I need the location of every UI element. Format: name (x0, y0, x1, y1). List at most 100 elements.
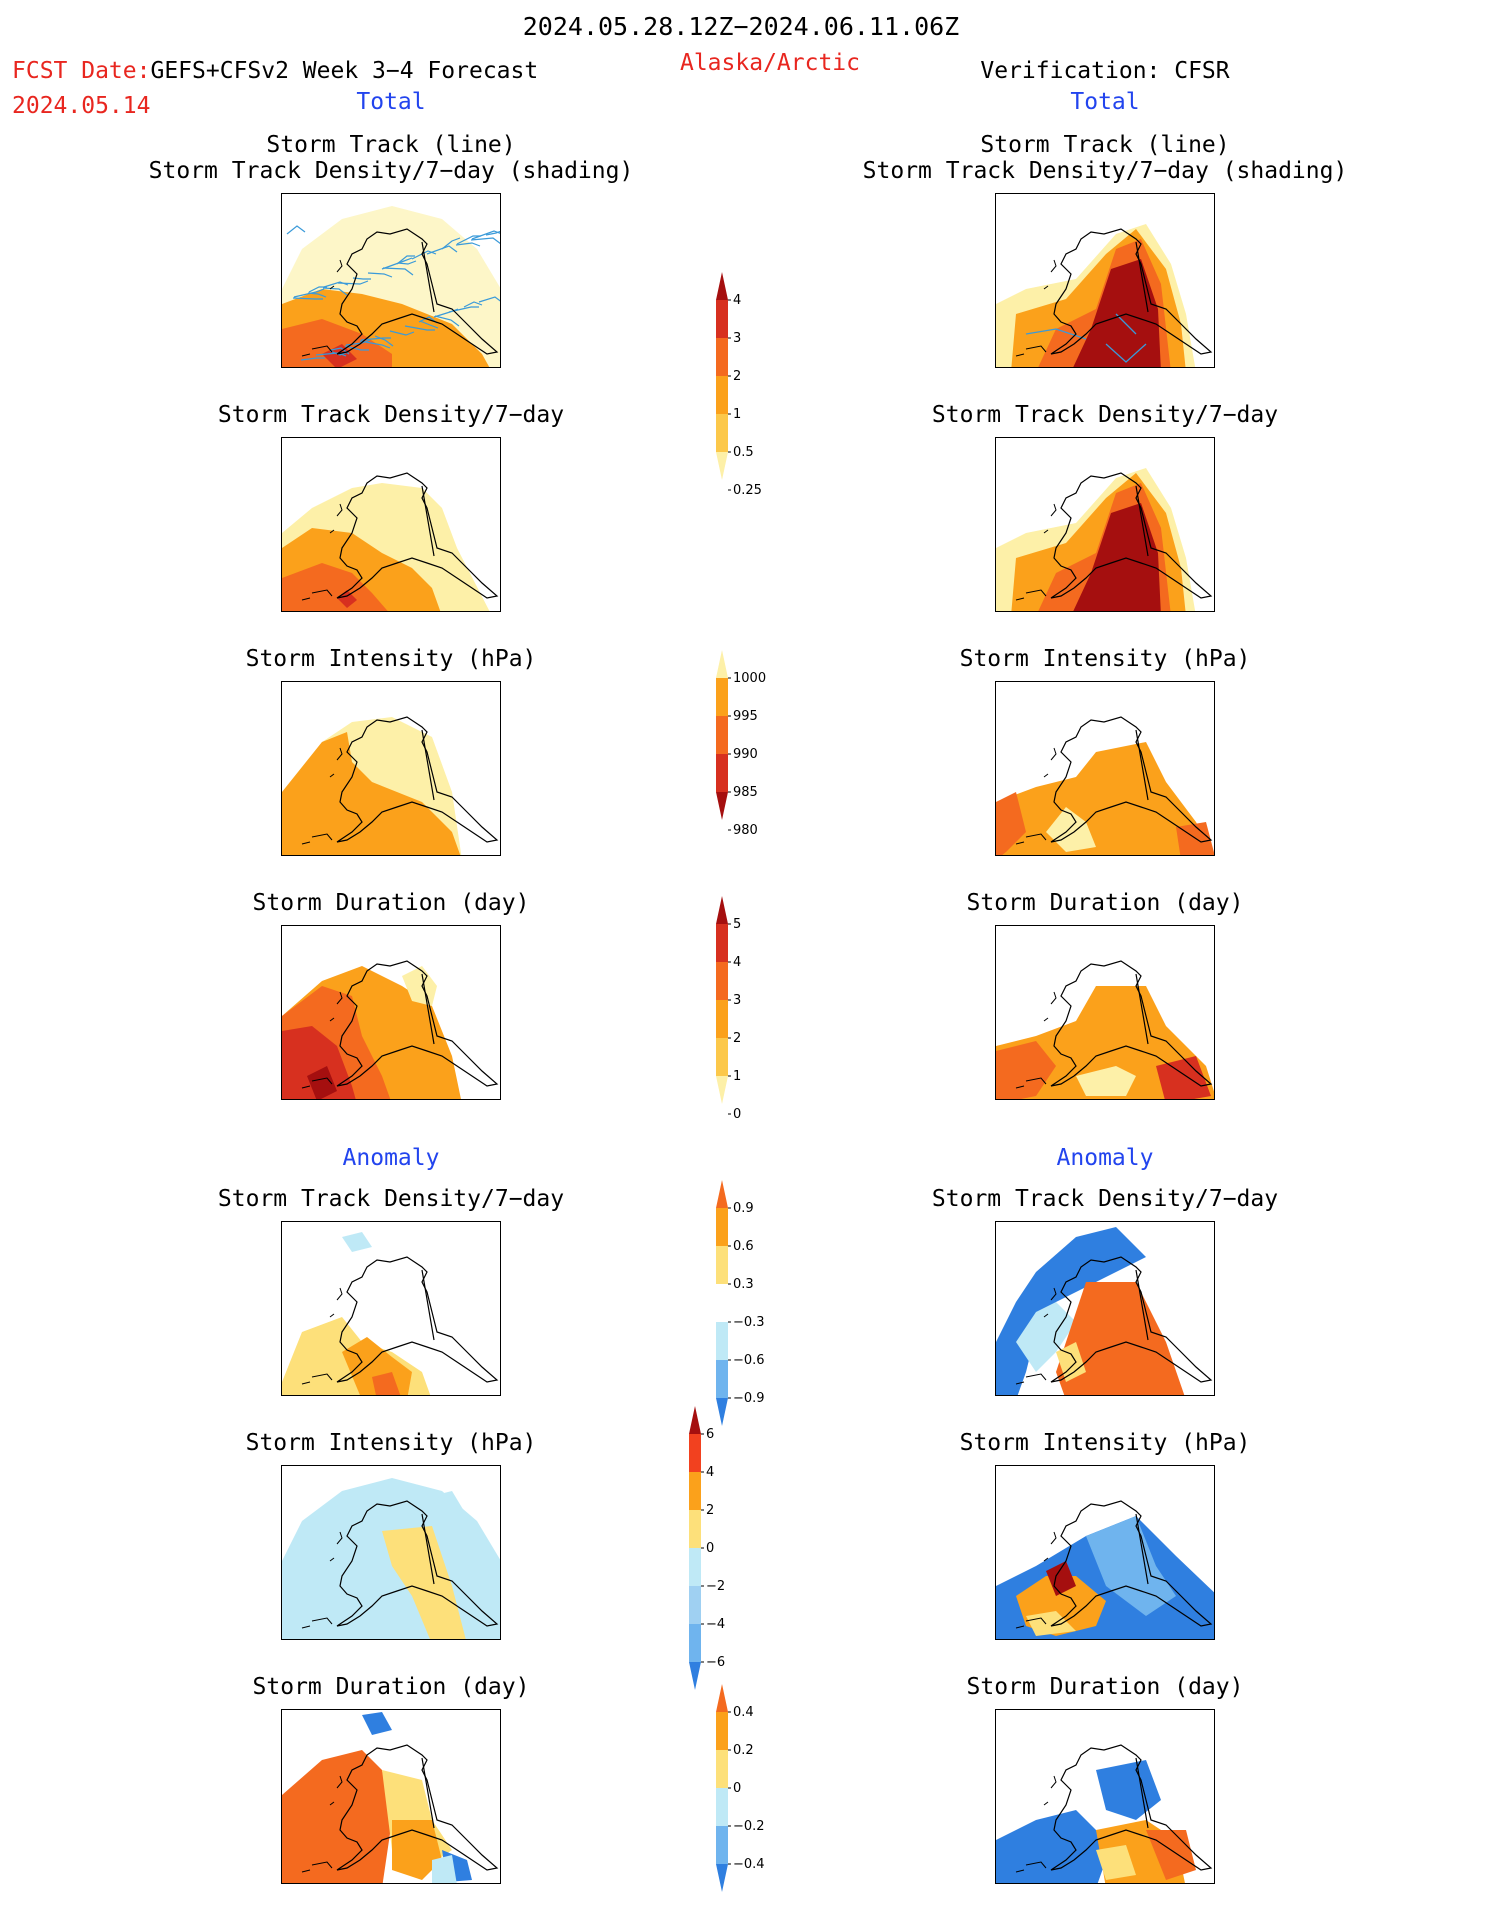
title-track-line-right: Storm Track (line) (980, 132, 1230, 158)
colorbar-segment (716, 1750, 728, 1788)
alaska-coastline (1050, 472, 1213, 599)
anomaly-blue (996, 1810, 1106, 1883)
colorbar-label: 0.25 (733, 483, 762, 498)
storm-track-line (441, 237, 461, 250)
colorbar-duration-anom: 0.4 0.2 0 −0.2 −0.4 (716, 1684, 765, 1892)
anomaly-dark-orange (282, 1750, 392, 1883)
us-canada-border (1135, 1513, 1149, 1585)
anomaly-light-blue (342, 1232, 372, 1252)
russia-coast (329, 1531, 343, 1562)
map-density-forecast-svg (282, 450, 500, 611)
colorbar-label: 3 (733, 993, 741, 1008)
colorbar-label: 0.2 (733, 1743, 754, 1758)
aleutian-islands (1015, 1861, 1047, 1873)
russia-coast (1043, 1287, 1057, 1318)
density-dark-red (1073, 503, 1161, 611)
colorbar-duration: 5 4 3 2 1 0 (716, 896, 741, 1122)
alaska-coastline (336, 228, 499, 355)
storm-track-line (322, 287, 348, 296)
title-intensity-anom-right: Storm Intensity (hPa) (959, 1430, 1251, 1456)
russia-coast (329, 747, 343, 778)
russia-coast (1043, 1531, 1057, 1562)
colorbar-label: 2 (733, 369, 741, 384)
storm-track-line (455, 242, 481, 247)
storm-track-line (463, 301, 483, 308)
colorbar-intensity-anom: 6 4 2 0 −2 −4 −6 (689, 1406, 725, 1690)
map-intensity-anom-verification-svg (996, 1478, 1214, 1639)
colorbar-label: 0 (733, 1107, 741, 1122)
colorbar-segment (689, 1510, 701, 1548)
colorbar-segment (689, 1434, 701, 1472)
duration-light-yellow (402, 966, 437, 1006)
colorbar-label: 2 (706, 1503, 714, 1518)
anomaly-yellow (382, 1526, 466, 1639)
us-canada-border (421, 973, 435, 1045)
russia-coast (1043, 259, 1057, 290)
anomaly-yellow (1056, 1342, 1086, 1382)
us-canada-border (1135, 485, 1149, 557)
storm-track-line (359, 340, 391, 349)
colorbar-bottom-triangle (716, 1076, 728, 1104)
colorbar-segment (716, 338, 728, 376)
colorbar-top-triangle (716, 1684, 728, 1712)
verification-label: Verification: CFSR (980, 58, 1230, 84)
colorbar-label: 985 (733, 785, 758, 800)
alaska-coastline (1050, 1256, 1213, 1383)
russia-coast (1043, 747, 1057, 778)
us-canada-border (421, 241, 435, 313)
russia-coast (329, 259, 343, 290)
anomaly-yellow (1026, 1611, 1076, 1636)
us-canada-border (421, 1757, 435, 1829)
aleutian-islands (301, 1617, 333, 1629)
storm-track-line (433, 308, 459, 318)
colorbar-segment (716, 1284, 728, 1322)
map-intensity-anom-forecast-svg (282, 1478, 500, 1639)
title-intensity-right: Storm Intensity (hPa) (959, 646, 1251, 672)
map-duration-forecast (281, 925, 501, 1100)
map-density-verification-svg (996, 450, 1214, 611)
colorbar-segment (716, 678, 728, 716)
us-canada-border (1135, 1757, 1149, 1829)
colorbar-label: 0.3 (733, 1277, 754, 1292)
map-duration-verification-svg (996, 938, 1214, 1099)
colorbar-top-triangle (689, 1406, 701, 1434)
map-intensity-forecast (281, 681, 501, 856)
aleutian-islands (1015, 833, 1047, 845)
colorbar-label: 6 (706, 1427, 714, 1442)
alaska-coastline (1050, 716, 1213, 843)
us-canada-border (1135, 241, 1149, 313)
aleutian-islands (1015, 1373, 1047, 1385)
fcst-date: 2024.05.14 (12, 93, 151, 119)
storm-track-line (381, 257, 413, 270)
map-duration-anom-forecast (281, 1709, 501, 1884)
title-track-shading-left: Storm Track Density/7−day (shading) (148, 158, 634, 184)
title-density-right: Storm Track Density/7−day (931, 402, 1279, 428)
colorbar-label: −2 (706, 1579, 725, 1594)
colorbar-segment (716, 716, 728, 754)
map-density-forecast (281, 437, 501, 612)
storm-track-line (344, 345, 369, 351)
anomaly-orange (392, 1820, 442, 1880)
map-intensity-verification (995, 681, 1215, 856)
title-density-left: Storm Track Density/7−day (217, 402, 565, 428)
storm-track-line (456, 235, 481, 245)
map-track-forecast (281, 193, 501, 368)
colorbar-label: 0.9 (733, 1201, 754, 1216)
colorbar-segment (689, 1586, 701, 1624)
title-duration-anom-left: Storm Duration (day) (252, 1674, 530, 1700)
colorbar-intensity: 1000 995 990 985 980 (716, 650, 766, 838)
storm-track-line (323, 281, 349, 288)
map-track-verification (995, 193, 1215, 368)
colorbar-label: 4 (733, 955, 741, 970)
storm-track-lines (1025, 313, 1147, 363)
colorbar-segment (716, 1208, 728, 1246)
map-intensity-verification-svg (996, 694, 1214, 855)
colorbar-bottom-triangle (689, 1662, 701, 1690)
russia-coast (329, 1775, 343, 1806)
storm-track-line (411, 250, 437, 260)
storm-track-line (286, 225, 306, 235)
us-canada-border (1135, 1269, 1149, 1341)
colorbar-label: 0 (733, 1781, 741, 1796)
map-intensity-anom-forecast (281, 1465, 501, 1640)
colorbar-segment (716, 414, 728, 452)
